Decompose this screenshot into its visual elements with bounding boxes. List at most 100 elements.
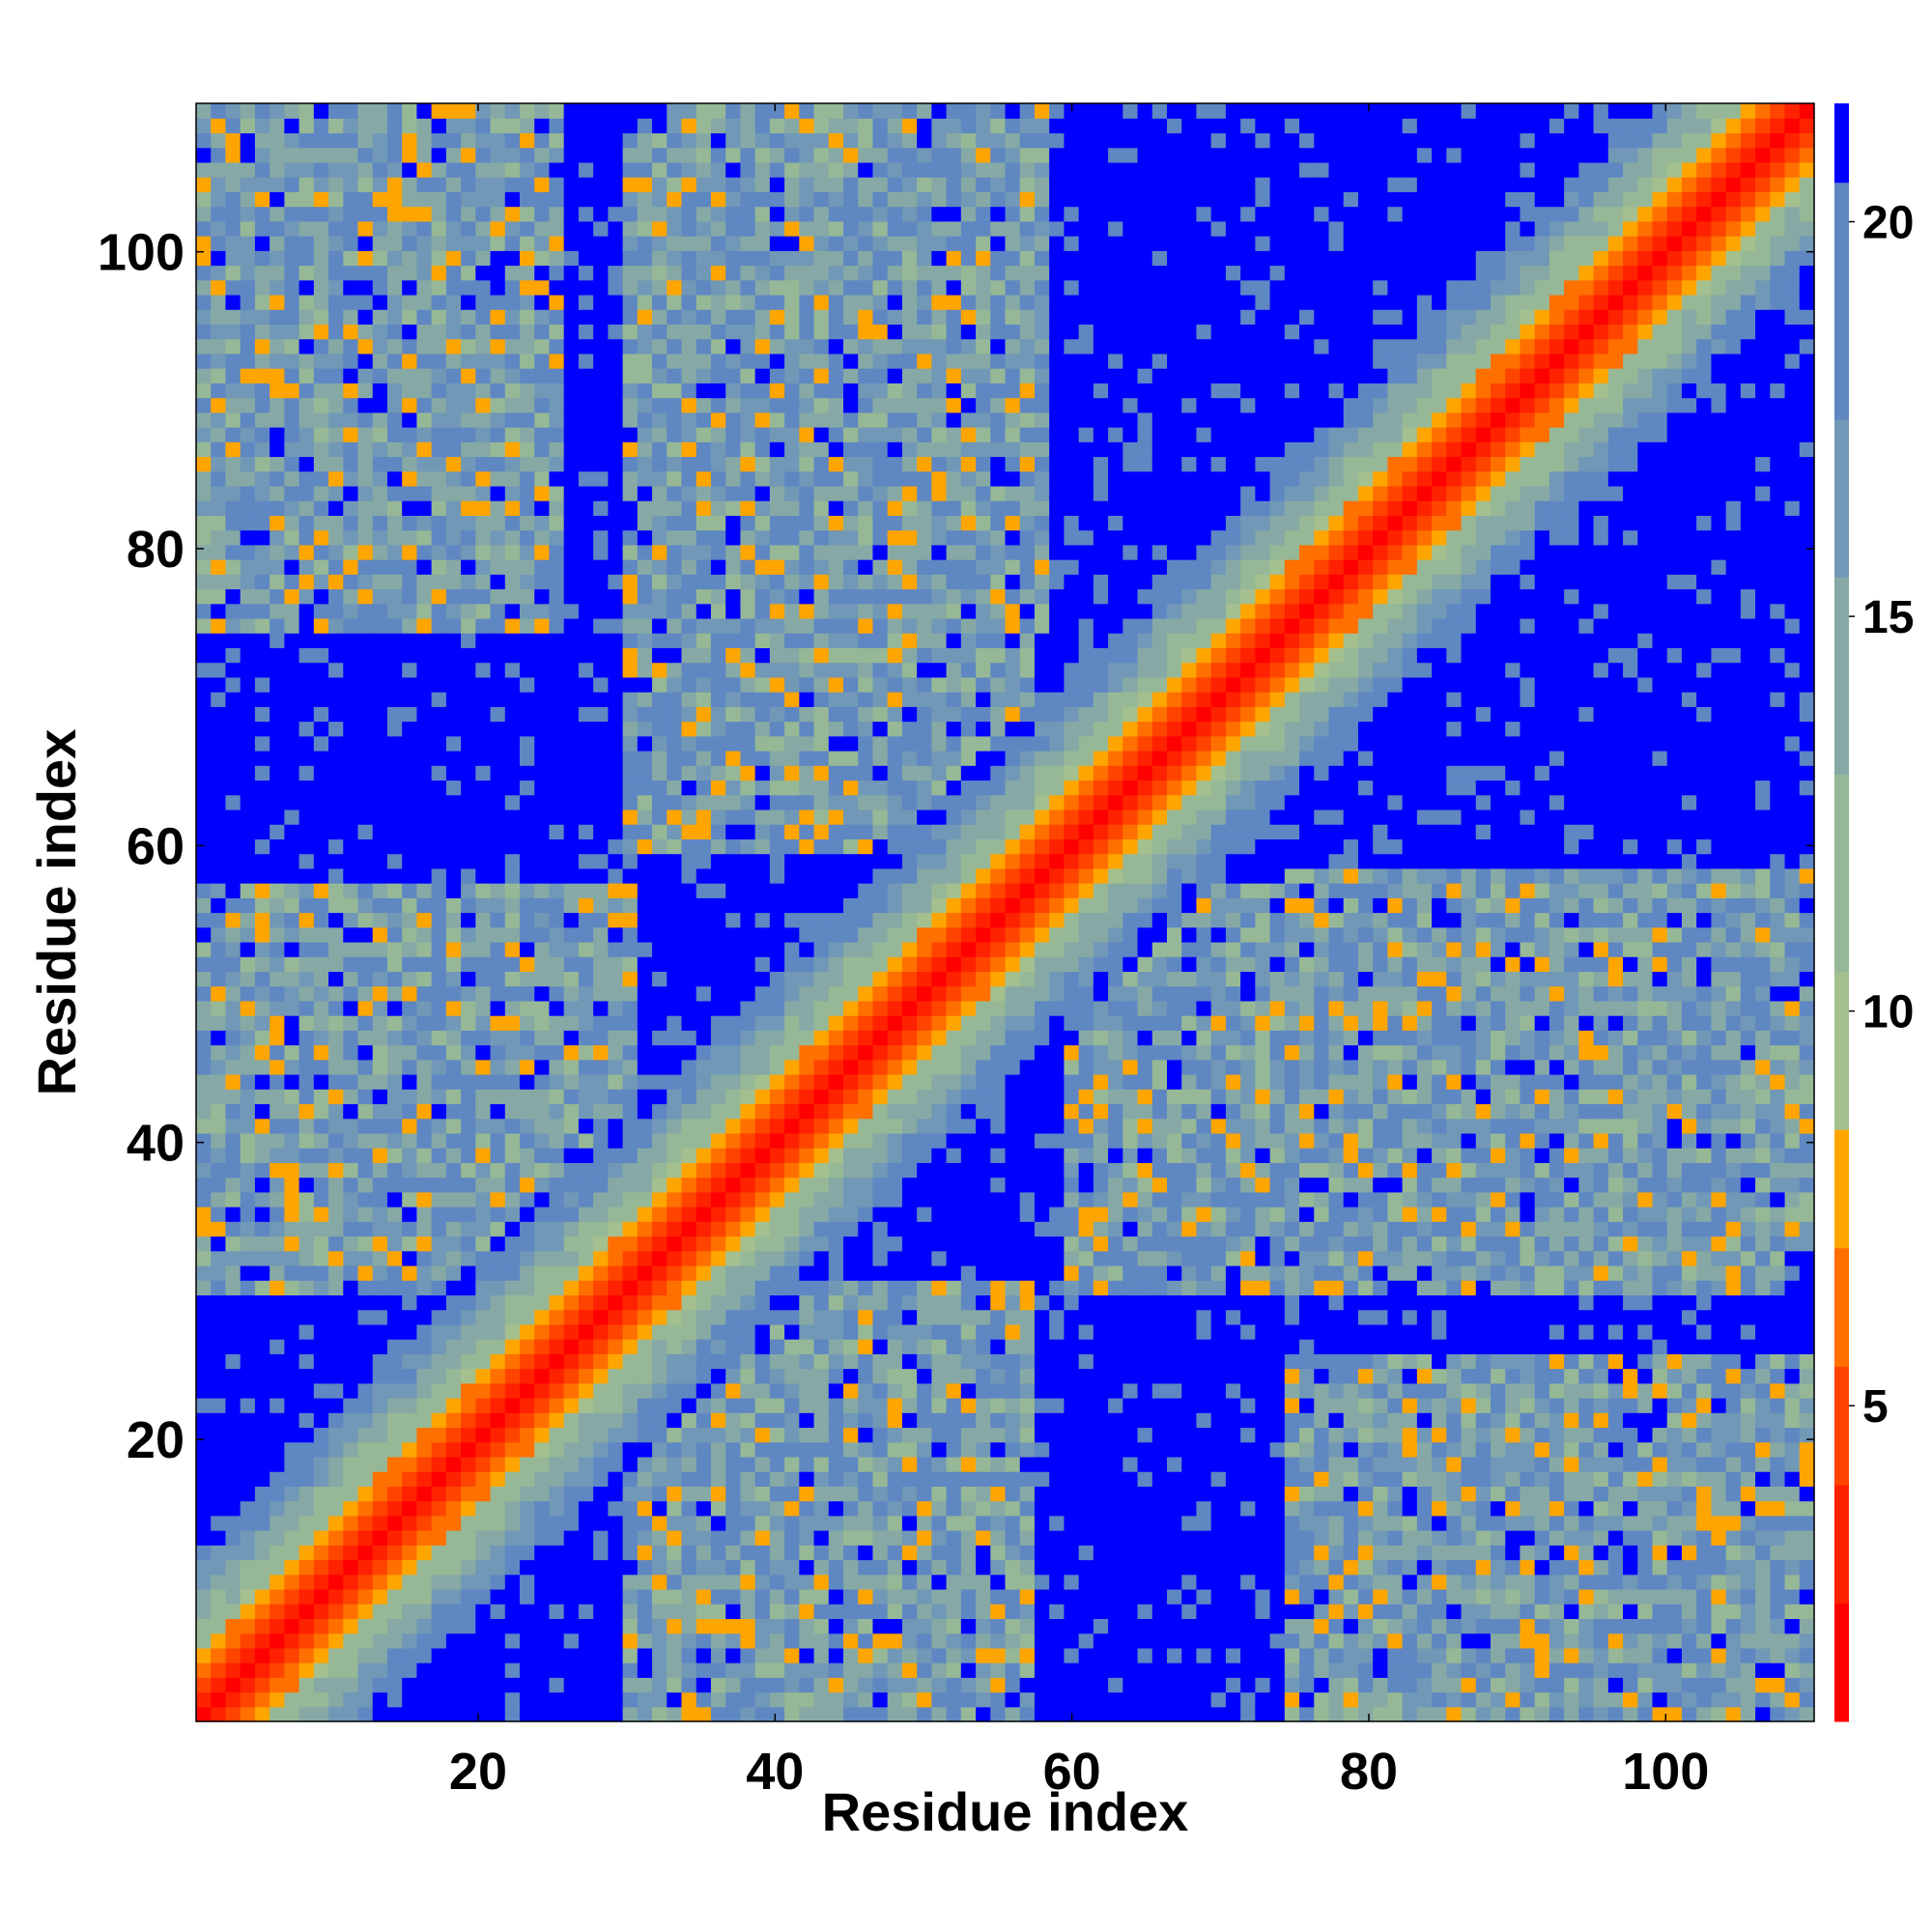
- heatmap-cell: [725, 397, 742, 413]
- heatmap-cell: [298, 1294, 315, 1311]
- heatmap-cell: [667, 706, 683, 723]
- heatmap-cell: [754, 1618, 771, 1634]
- heatmap-cell: [681, 1559, 697, 1576]
- heatmap-cell: [637, 721, 653, 737]
- heatmap-cell: [828, 1236, 844, 1252]
- heatmap-cell: [799, 368, 815, 384]
- heatmap-cell: [504, 309, 521, 326]
- heatmap-cell: [240, 985, 256, 1002]
- heatmap-cell: [593, 1221, 609, 1237]
- heatmap-cell: [858, 1059, 874, 1075]
- heatmap-cell: [343, 1207, 359, 1222]
- heatmap-cell: [196, 588, 212, 605]
- heatmap-cell: [593, 1177, 609, 1193]
- heatmap-cell: [343, 941, 359, 957]
- heatmap-cell: [725, 441, 742, 458]
- heatmap-cell: [681, 1368, 697, 1384]
- heatmap-cell: [622, 1559, 639, 1576]
- heatmap-cell: [578, 206, 594, 222]
- heatmap-cell: [196, 1323, 212, 1340]
- heatmap-cell: [313, 1000, 329, 1016]
- heatmap-cell: [593, 662, 609, 678]
- heatmap-cell: [681, 1000, 697, 1016]
- heatmap-cell: [710, 1044, 726, 1061]
- heatmap-cell: [313, 1250, 329, 1266]
- heatmap-cell: [416, 1677, 433, 1693]
- heatmap-cell: [813, 485, 830, 501]
- heatmap-cell: [225, 1074, 242, 1090]
- heatmap-cell: [578, 161, 594, 178]
- heatmap-cell: [563, 1250, 580, 1266]
- heatmap-cell: [769, 1574, 785, 1590]
- heatmap-cell: [490, 397, 506, 413]
- heatmap-cell: [667, 1412, 683, 1429]
- heatmap-cell: [240, 912, 256, 928]
- heatmap-cell: [240, 1398, 256, 1413]
- heatmap-cell: [549, 1162, 565, 1179]
- heatmap-cell: [504, 926, 521, 943]
- heatmap-cell: [211, 515, 227, 531]
- heatmap-cell: [578, 867, 594, 884]
- heatmap-cell: [622, 1706, 639, 1722]
- heatmap-cell: [254, 236, 270, 251]
- heatmap-cells: [196, 103, 1815, 1722]
- heatmap-cell: [461, 1545, 476, 1561]
- heatmap-cell: [402, 441, 418, 458]
- heatmap-cell: [754, 985, 771, 1002]
- heatmap-cell: [637, 883, 653, 898]
- heatmap-cell: [563, 309, 580, 326]
- heatmap-cell: [386, 1207, 403, 1222]
- heatmap-cell: [696, 236, 712, 251]
- heatmap-cell: [799, 1339, 815, 1354]
- heatmap-cell: [578, 1647, 594, 1663]
- heatmap-cell: [490, 985, 506, 1002]
- heatmap-cell: [696, 1691, 712, 1708]
- heatmap-cell: [622, 1103, 639, 1120]
- heatmap-cell: [225, 985, 242, 1002]
- heatmap-cell: [254, 853, 270, 869]
- heatmap-cell: [520, 1398, 535, 1413]
- heatmap-cell: [357, 1162, 374, 1179]
- heatmap-cell: [549, 1588, 565, 1605]
- heatmap-cell: [445, 470, 462, 487]
- heatmap-cell: [386, 676, 403, 693]
- heatmap-cell: [813, 1441, 830, 1458]
- heatmap-cell: [343, 633, 359, 649]
- heatmap-cell: [799, 721, 815, 737]
- heatmap-cell: [799, 603, 815, 619]
- heatmap-cell: [225, 397, 242, 413]
- heatmap-cell: [357, 397, 374, 413]
- heatmap-cell: [445, 588, 462, 605]
- heatmap-cell: [769, 441, 785, 458]
- heatmap-cell: [799, 794, 815, 810]
- heatmap-cell: [270, 1118, 285, 1134]
- heatmap-cell: [211, 485, 227, 501]
- heatmap-cell: [254, 383, 270, 399]
- heatmap-cell: [799, 838, 815, 855]
- heatmap-cell: [225, 1207, 242, 1222]
- heatmap-cell: [416, 883, 433, 898]
- heatmap-cell: [225, 603, 242, 619]
- heatmap-cell: [593, 1706, 609, 1722]
- heatmap-cell: [211, 867, 227, 884]
- heatmap-cell: [284, 1221, 300, 1237]
- heatmap-cell: [284, 809, 300, 825]
- heatmap-cell: [445, 647, 462, 664]
- heatmap-cell: [593, 427, 609, 442]
- heatmap-cell: [225, 161, 242, 178]
- heatmap-cell: [681, 456, 697, 472]
- heatmap-cell: [416, 1089, 433, 1105]
- heatmap-cell: [313, 971, 329, 987]
- heatmap-cell: [667, 1015, 683, 1031]
- heatmap-cell: [461, 456, 476, 472]
- heatmap-cell: [813, 867, 830, 884]
- heatmap-cell: [784, 1236, 800, 1252]
- heatmap-cell: [667, 147, 683, 163]
- heatmap-cell: [534, 1044, 551, 1061]
- heatmap-cell: [769, 338, 785, 355]
- heatmap-cell: [254, 662, 270, 678]
- heatmap-cell: [504, 676, 521, 693]
- heatmap-cell: [681, 706, 697, 723]
- heatmap-cell: [254, 956, 270, 973]
- heatmap-cell: [637, 1323, 653, 1340]
